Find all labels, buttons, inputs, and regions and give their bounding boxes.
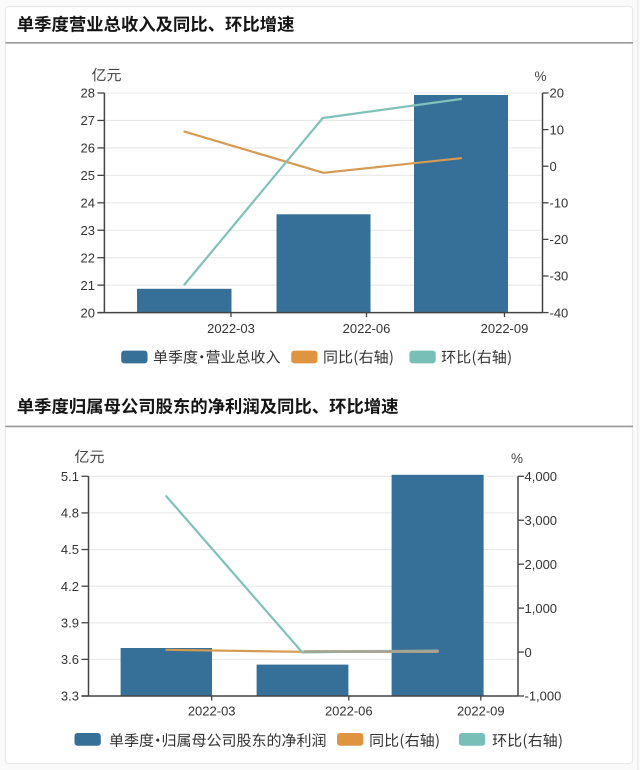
- svg-text:0: 0: [525, 645, 532, 660]
- svg-text:3,000: 3,000: [525, 513, 558, 528]
- svg-text:3.6: 3.6: [61, 652, 79, 667]
- svg-text:24: 24: [81, 196, 95, 211]
- svg-text:-10: -10: [550, 196, 569, 211]
- svg-text:20: 20: [550, 86, 564, 101]
- svg-text:2022-03: 2022-03: [188, 703, 236, 718]
- svg-text:4.2: 4.2: [61, 579, 79, 594]
- svg-text:-40: -40: [550, 305, 569, 320]
- svg-text:%: %: [534, 69, 546, 84]
- svg-text:0: 0: [550, 159, 557, 174]
- svg-text:-30: -30: [550, 269, 569, 284]
- svg-text:2022-09: 2022-09: [481, 321, 529, 336]
- svg-text:1,000: 1,000: [525, 601, 558, 616]
- svg-text:2022-03: 2022-03: [207, 321, 255, 336]
- svg-text:-20: -20: [550, 232, 569, 247]
- svg-text:4.5: 4.5: [61, 542, 79, 557]
- svg-text:2022-06: 2022-06: [325, 703, 373, 718]
- svg-text:4.8: 4.8: [61, 506, 79, 521]
- svg-text:%: %: [511, 451, 523, 466]
- svg-text:27: 27: [81, 113, 95, 128]
- svg-text:4,000: 4,000: [525, 469, 558, 484]
- svg-text:22: 22: [81, 250, 95, 265]
- svg-text:3.9: 3.9: [61, 615, 79, 630]
- svg-text:10: 10: [550, 122, 564, 137]
- svg-text:25: 25: [81, 168, 95, 183]
- svg-text:5.1: 5.1: [61, 469, 79, 484]
- svg-text:23: 23: [81, 223, 95, 238]
- svg-text:28: 28: [81, 86, 95, 101]
- svg-text:21: 21: [81, 278, 95, 293]
- svg-text:2022-06: 2022-06: [343, 321, 391, 336]
- svg-text:2,000: 2,000: [525, 557, 558, 572]
- svg-text:20: 20: [81, 305, 95, 320]
- svg-text:3.3: 3.3: [61, 689, 79, 704]
- svg-text:2022-09: 2022-09: [457, 703, 505, 718]
- svg-text:-1,000: -1,000: [525, 689, 562, 704]
- svg-text:26: 26: [81, 141, 95, 156]
